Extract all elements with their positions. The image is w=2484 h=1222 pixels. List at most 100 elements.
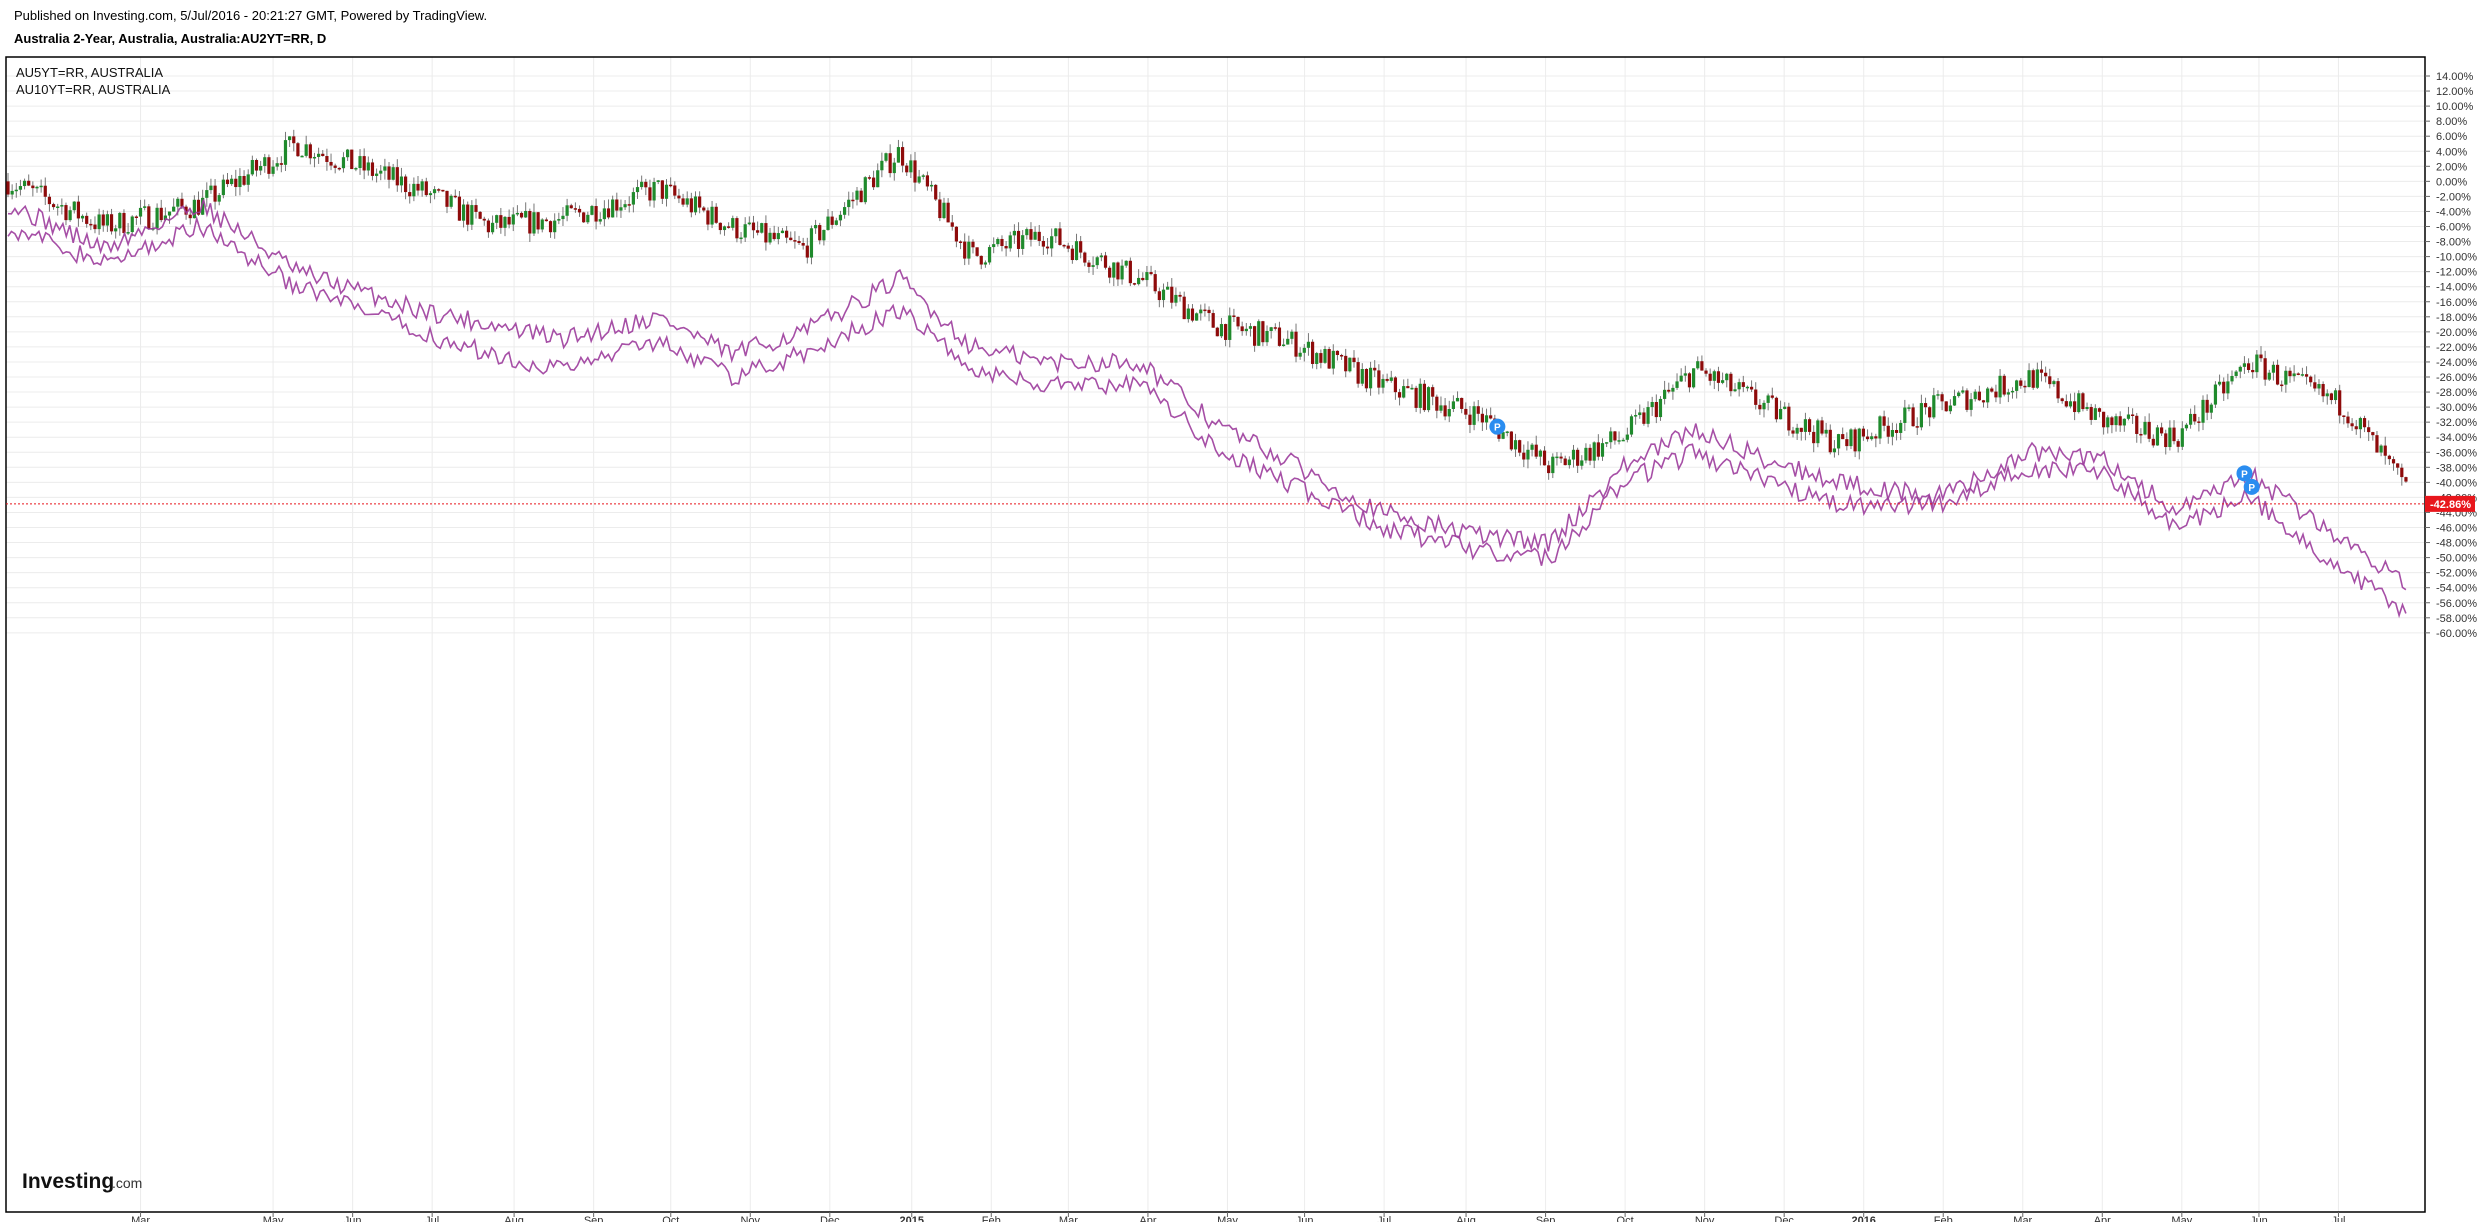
candle-body — [143, 206, 147, 208]
candle-body — [1431, 387, 1435, 397]
candle-body — [1741, 382, 1745, 387]
candle-body — [731, 218, 735, 228]
candle-body — [619, 207, 623, 211]
event-marker-p[interactable]: P — [2243, 478, 2260, 495]
candle-body — [652, 181, 656, 201]
candle-body — [1994, 391, 1998, 398]
candle-body — [1037, 231, 1041, 241]
candle-body — [834, 220, 838, 225]
candle-body — [1016, 230, 1021, 249]
candle-body — [760, 223, 764, 233]
candle-body — [900, 147, 905, 166]
candle-body — [259, 165, 263, 171]
candle-body — [72, 201, 76, 211]
candle-body — [1948, 405, 1952, 412]
y-tick-label: 14.00% — [2436, 71, 2474, 83]
candle-body — [1542, 450, 1547, 466]
candle-body — [122, 212, 126, 234]
candle-body — [1911, 407, 1915, 427]
candle-body — [362, 156, 366, 171]
event-marker-p[interactable]: P — [2236, 465, 2253, 482]
candle-body — [2015, 380, 2019, 391]
candle-body — [2193, 413, 2197, 422]
candle-body — [1099, 255, 1103, 258]
y-tick-label: -52.00% — [2436, 568, 2477, 580]
candle-body — [693, 196, 698, 213]
candle-body — [238, 176, 242, 188]
candle-body — [627, 204, 631, 206]
candle-body — [1725, 373, 1729, 381]
candle-body — [172, 206, 176, 212]
candle-body — [1207, 309, 1211, 314]
candle-body — [1170, 286, 1174, 303]
candle-body — [2081, 393, 2085, 410]
candle-body — [93, 224, 97, 230]
y-tick-label: -38.00% — [2436, 462, 2477, 474]
candle-body — [739, 237, 743, 240]
candle-body — [2271, 364, 2276, 373]
candle-body — [1522, 452, 1526, 460]
candle-body — [188, 214, 192, 219]
candle-body — [27, 180, 31, 186]
candle-body — [482, 218, 486, 221]
candle-body — [1774, 397, 1779, 420]
candle-body — [1981, 400, 1986, 403]
y-tick-label: -30.00% — [2436, 402, 2477, 414]
candle-body — [718, 222, 722, 231]
candle-body — [942, 202, 946, 219]
event-marker-p[interactable]: P — [1489, 418, 1506, 435]
y-tick-label: -12.00% — [2436, 267, 2477, 279]
candle-body — [147, 206, 151, 229]
y-tick-label: -10.00% — [2436, 252, 2477, 264]
candle-body — [710, 206, 714, 225]
candle-body — [47, 196, 52, 205]
candle-body — [569, 205, 573, 209]
candle-body — [2176, 441, 2180, 447]
candle-body — [1509, 431, 1513, 450]
candle-body — [64, 205, 68, 221]
candle-body — [1041, 240, 1045, 247]
candle-body — [805, 245, 809, 258]
candle-body — [780, 230, 785, 234]
candle-body — [56, 206, 60, 209]
candle-body — [1199, 309, 1203, 314]
candle-body — [383, 166, 387, 171]
candle-body — [631, 192, 635, 205]
candle-body — [254, 159, 259, 171]
candle-body — [635, 187, 640, 193]
candle-body — [1957, 392, 1961, 397]
candle-body — [1087, 262, 1091, 267]
marker-circle — [2236, 465, 2253, 482]
candle-body — [1373, 367, 1377, 371]
x-tick-label: 2016 — [1851, 1215, 1875, 1222]
candle-body — [987, 247, 992, 263]
candle-body — [2296, 373, 2300, 375]
y-tick-label: -36.00% — [2436, 447, 2477, 459]
x-tick-label: Apr — [1139, 1215, 1156, 1222]
candle-body — [1058, 228, 1062, 245]
legend-item-au10y: AU10YT=RR, AUSTRALIA — [16, 82, 171, 97]
candle-body — [1195, 313, 1199, 321]
candle-body — [1675, 381, 1679, 388]
candle-body — [2354, 426, 2358, 430]
candle-body — [2002, 375, 2006, 395]
grid — [6, 57, 2425, 1212]
candle-body — [1410, 387, 1414, 390]
candle-body — [1737, 382, 1741, 390]
candle-body — [114, 228, 118, 232]
candle-body — [1004, 246, 1008, 249]
candle-body — [536, 212, 540, 230]
candle-body — [1663, 389, 1667, 399]
candle-body — [801, 243, 805, 246]
event-markers[interactable]: PPP — [1489, 418, 2260, 495]
candle-body — [818, 225, 822, 241]
candle-body — [2309, 376, 2313, 383]
candle-body — [2367, 427, 2371, 433]
candle-body — [611, 199, 615, 218]
y-axis: 14.00% 12.00% 10.00% 8.00% 6.00% 4.00% 2.00% 0.… — [2425, 71, 2477, 640]
candle-body — [548, 221, 553, 233]
candle-body — [1008, 235, 1012, 249]
candle-body — [180, 198, 184, 207]
candle-body — [1460, 397, 1464, 409]
